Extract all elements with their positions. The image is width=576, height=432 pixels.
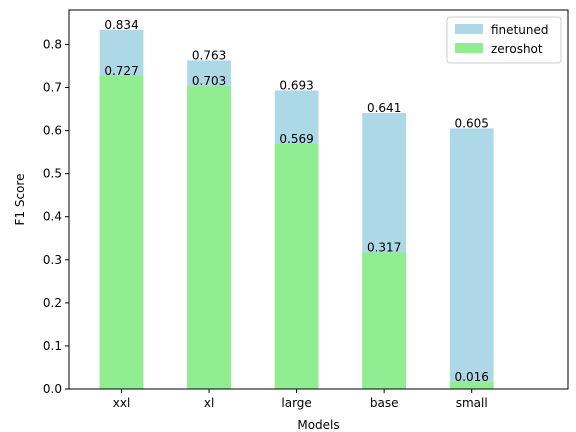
bar-zeroshot-xl (187, 86, 231, 389)
y-tick-label: 0.3 (43, 253, 62, 267)
bars-group (99, 29, 494, 390)
y-tick-label: 0.5 (43, 167, 62, 181)
x-tick-label-base: base (370, 396, 399, 410)
data-label-zeroshot-base: 0.317 (367, 240, 401, 254)
bar-zeroshot-large (274, 143, 319, 389)
x-tick-label-xl: xl (204, 396, 214, 410)
data-label-finetuned-xxl: 0.834 (104, 18, 138, 32)
bar-zeroshot-xxl (99, 75, 144, 389)
legend: finetuned zeroshot (446, 16, 562, 64)
y-tick-label: 0.0 (43, 382, 62, 396)
y-tick-label: 0.7 (43, 81, 62, 95)
data-label-finetuned-base: 0.641 (367, 101, 401, 115)
x-tick-label-xxl: xxl (113, 396, 131, 410)
data-label-zeroshot-large: 0.569 (279, 132, 313, 146)
y-axis-label: F1 Score (13, 174, 27, 226)
x-tick-label-small: small (456, 396, 488, 410)
axes-frame (68, 9, 569, 390)
data-label-finetuned-small: 0.605 (455, 116, 489, 130)
y-tick-label: 0.8 (43, 37, 62, 51)
x-axis: xxl xl large base small (113, 389, 488, 410)
data-label-finetuned-xl: 0.763 (192, 48, 226, 62)
legend-swatch-finetuned (455, 24, 483, 34)
legend-swatch-zeroshot (455, 43, 483, 53)
y-tick-label: 0.4 (43, 210, 62, 224)
bar-zeroshot-small (449, 382, 494, 389)
data-label-zeroshot-xxl: 0.727 (104, 64, 138, 78)
bar-finetuned-small (449, 128, 494, 389)
y-tick-label: 0.2 (43, 296, 62, 310)
y-tick-label: 0.1 (43, 339, 62, 353)
legend-label-zeroshot: zeroshot (491, 42, 543, 56)
data-label-zeroshot-small: 0.016 (455, 370, 489, 384)
x-tick-label-large: large (281, 396, 311, 410)
data-label-finetuned-large: 0.693 (279, 79, 313, 93)
x-axis-label: Models (297, 418, 339, 432)
legend-label-finetuned: finetuned (491, 23, 548, 37)
bar-zeroshot-base (362, 252, 407, 389)
y-axis: 0.0 0.1 0.2 0.3 0.4 0.5 0.6 0.7 0.8 (43, 37, 69, 396)
data-labels-group: 0.834 0.763 0.693 0.641 0.605 0.727 0.703 0.569… (104, 18, 489, 384)
y-tick-label: 0.6 (43, 124, 62, 138)
data-label-zeroshot-xl: 0.703 (192, 74, 226, 88)
